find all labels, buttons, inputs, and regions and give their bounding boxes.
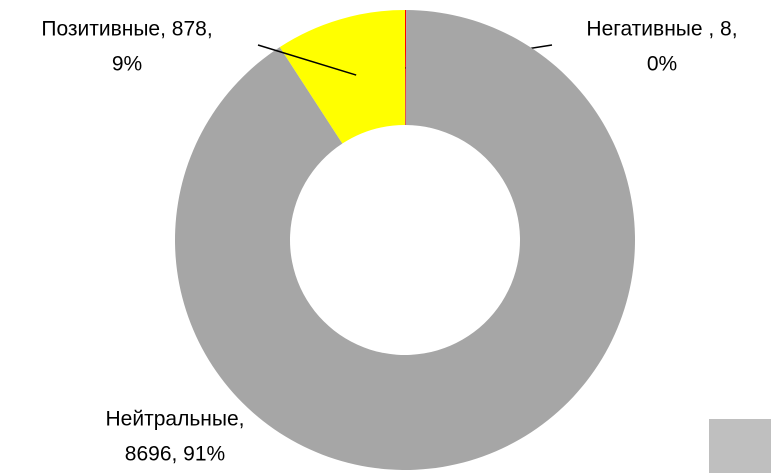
legend-fragment [709,419,771,473]
data-label: Позитивные, 878, [41,18,212,41]
leader-line [257,44,357,76]
data-label: Нейтральные, [106,408,245,431]
data-label: Негативные , 8, [586,18,737,41]
data-label: 0% [647,53,677,76]
donut-slice [174,10,635,470]
data-label: 9% [112,53,142,76]
data-label: 8696, 91% [125,443,225,466]
donut-slice [279,10,405,144]
